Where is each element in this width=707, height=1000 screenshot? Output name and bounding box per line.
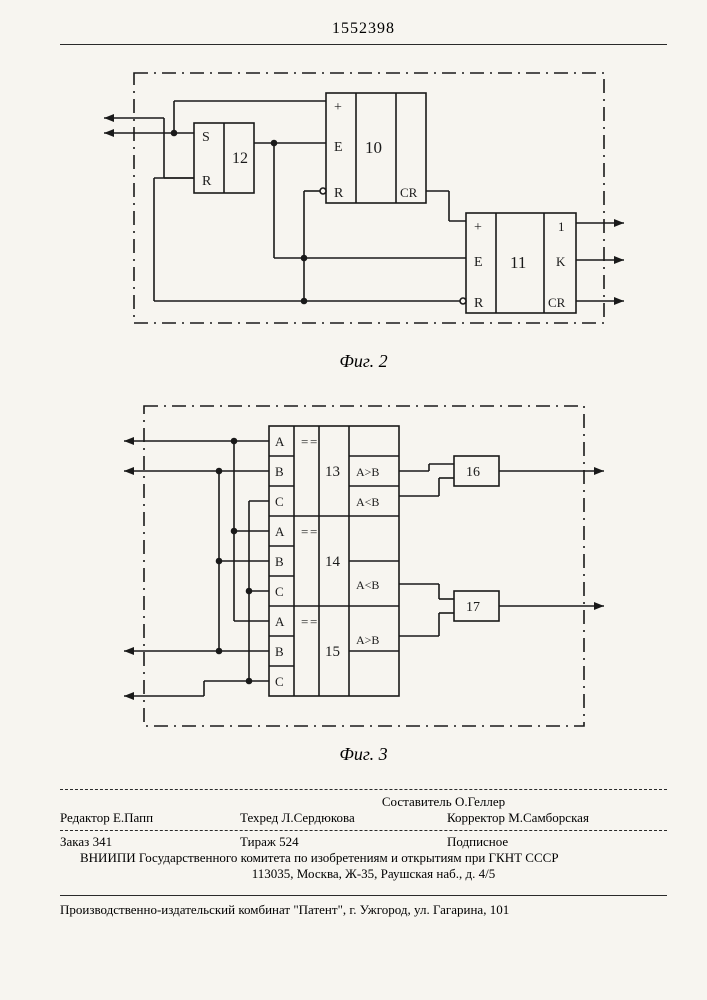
svg-text:R: R xyxy=(474,296,484,311)
svg-text:15: 15 xyxy=(325,644,340,660)
publisher-line-1: ВНИИПИ Государственного комитета по изоб… xyxy=(80,850,667,866)
svg-text:B: B xyxy=(275,464,284,479)
figure-3: A B C = = 13 A>B A<B A B C = = 14 A<B A … xyxy=(124,396,604,736)
corrector-name: М.Самборская xyxy=(508,810,589,825)
tirazh-label: Тираж xyxy=(240,834,276,849)
svg-text:R: R xyxy=(334,186,344,201)
svg-text:A: A xyxy=(275,614,285,629)
svg-text:C: C xyxy=(275,674,284,689)
svg-text:=: = xyxy=(310,614,317,629)
signed-label: Подписное xyxy=(447,834,667,850)
footer-line: Производственно-издательский комбинат "П… xyxy=(60,902,667,918)
svg-text:=: = xyxy=(301,614,308,629)
figure-2-caption: Фиг. 2 xyxy=(60,351,667,372)
svg-text:A: A xyxy=(275,434,285,449)
svg-text:=: = xyxy=(310,434,317,449)
svg-text:A>B: A>B xyxy=(356,633,379,647)
svg-text:17: 17 xyxy=(466,600,480,615)
order-block: Заказ 341 Тираж 524 Подписное ВНИИПИ Гос… xyxy=(60,831,667,885)
svg-text:C: C xyxy=(275,584,284,599)
patent-number: 1552398 xyxy=(60,20,667,38)
svg-text:A<B: A<B xyxy=(356,495,379,509)
svg-text:+: + xyxy=(334,100,342,115)
svg-text:=: = xyxy=(310,524,317,539)
svg-text:13: 13 xyxy=(325,464,340,480)
svg-text:=: = xyxy=(301,524,308,539)
composer-label: Составитель xyxy=(382,794,452,809)
corrector-label: Корректор xyxy=(447,810,505,825)
zakaz-value: 341 xyxy=(93,834,113,849)
tirazh-value: 524 xyxy=(279,834,299,849)
svg-text:B: B xyxy=(275,554,284,569)
svg-text:B: B xyxy=(275,644,284,659)
composer-name: О.Геллер xyxy=(455,794,505,809)
svg-text:S: S xyxy=(202,130,210,145)
svg-text:11: 11 xyxy=(510,253,526,272)
svg-text:14: 14 xyxy=(325,554,341,570)
svg-text:A>B: A>B xyxy=(356,465,379,479)
editor-label: Редактор xyxy=(60,810,110,825)
svg-text:=: = xyxy=(301,434,308,449)
svg-text:16: 16 xyxy=(466,465,480,480)
publisher-line-2: 113035, Москва, Ж-35, Раушская наб., д. … xyxy=(80,866,667,882)
techred-name: Л.Сердюкова xyxy=(282,810,355,825)
svg-text:C: C xyxy=(275,494,284,509)
svg-text:10: 10 xyxy=(365,138,382,157)
bottom-rule xyxy=(60,895,667,896)
figure-2: S R 12 + E R 10 CR xyxy=(104,63,624,343)
zakaz-label: Заказ xyxy=(60,834,89,849)
svg-text:CR: CR xyxy=(400,185,418,200)
svg-text:K: K xyxy=(556,254,566,269)
svg-text:CR: CR xyxy=(548,295,566,310)
top-rule xyxy=(60,44,667,45)
svg-text:A<B: A<B xyxy=(356,578,379,592)
svg-text:A: A xyxy=(275,524,285,539)
svg-text:12: 12 xyxy=(232,150,248,167)
svg-text:E: E xyxy=(334,140,343,155)
svg-text:R: R xyxy=(202,174,212,189)
credits-block: Составитель О.Геллер Редактор Е.Папп Тех… xyxy=(60,789,667,831)
figure-3-caption: Фиг. 3 xyxy=(60,744,667,765)
svg-text:+: + xyxy=(474,220,482,235)
techred-label: Техред xyxy=(240,810,278,825)
svg-text:1: 1 xyxy=(558,219,565,234)
svg-text:E: E xyxy=(474,255,483,270)
editor-name: Е.Папп xyxy=(113,810,153,825)
